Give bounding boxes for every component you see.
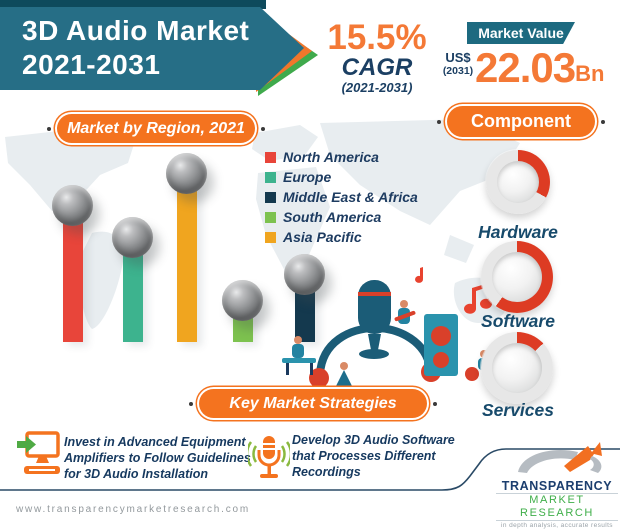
logo-tagline: in depth analysis, accurate results	[501, 522, 613, 529]
music-illustration	[282, 267, 496, 388]
sphere-pin	[52, 185, 93, 226]
market-value-currency: US$	[445, 50, 471, 65]
legend-label: Europe	[283, 169, 332, 185]
strategy-item-2	[245, 434, 293, 489]
legend-item: Europe	[265, 167, 418, 187]
microphone-neck	[368, 334, 381, 350]
legend-label: South America	[283, 209, 382, 225]
banner-dark-edge	[0, 0, 266, 9]
legend-label: North America	[283, 149, 379, 165]
market-value-tab: Market Value	[467, 22, 575, 44]
speaker-cone-top	[431, 326, 451, 346]
donut-hardware	[486, 150, 550, 214]
tmr-logo-mark-top	[518, 442, 602, 473]
logo-line-2: MARKET RESEARCH	[496, 493, 618, 521]
microphone-base	[359, 349, 389, 359]
legend-item: South America	[265, 207, 418, 227]
donut-software	[481, 241, 553, 313]
legend-swatch-south-america	[265, 211, 276, 223]
legend-swatch-middle-east-africa	[265, 191, 276, 203]
component-label-services: Services	[481, 400, 554, 420]
market-value-block: Market Value US$ (2031) 22.03 Bn	[441, 22, 613, 89]
musician-singer	[336, 362, 352, 386]
microphone-icon	[358, 280, 391, 334]
musician-keyboardist	[282, 336, 316, 375]
title-line-1: 3D Audio Market	[22, 15, 250, 46]
component-label-hardware: Hardware	[478, 222, 558, 242]
strategies-pill: Key Market Strategies	[189, 389, 437, 418]
legend-item: Asia Pacific	[265, 227, 418, 247]
bar-europe	[112, 217, 153, 342]
market-value-row: US$ (2031) 22.03 Bn	[441, 47, 613, 89]
cagr-block: 15.5% CAGR (2021-2031)	[318, 18, 436, 96]
cagr-period: (2021-2031)	[341, 80, 413, 95]
microphone-band	[358, 292, 391, 296]
market-value-unit: Bn	[575, 61, 605, 86]
strategy-text-1: Invest in Advanced Equipment Amplifiers …	[64, 435, 251, 481]
cagr-label: CAGR	[341, 54, 413, 81]
strategy-item-1	[14, 430, 60, 485]
legend-swatch-europe	[265, 171, 276, 183]
bar-asia-pacific	[166, 153, 207, 342]
sphere-pin	[112, 217, 153, 258]
title-line-2: 2021-2031	[22, 49, 161, 80]
bar-middle-east-africa	[284, 254, 325, 342]
component-pill: Component	[437, 106, 605, 137]
region-legend: North America Europe Middle East & Afric…	[265, 147, 418, 247]
page-title: 3D Audio Market 2021-2031	[22, 14, 249, 82]
component-label-software: Software	[481, 311, 555, 331]
sphere-pin	[222, 280, 263, 321]
speaker-cone-bottom	[433, 352, 449, 368]
logo-line-1: TRANSPARENCY	[501, 479, 613, 493]
bar-south-america	[222, 280, 263, 342]
sphere-pin	[284, 254, 325, 295]
legend-item: Middle East & Africa	[265, 187, 418, 207]
microphone-waves-icon	[245, 436, 293, 478]
legend-label: Middle East & Africa	[283, 189, 418, 205]
map-south-america	[79, 231, 124, 329]
header-banner	[0, 0, 318, 96]
legend-label: Asia Pacific	[283, 229, 362, 245]
website-url: www.transparencymarketresearch.com	[16, 504, 251, 515]
market-value-currency-block: US$ (2031)	[441, 50, 475, 78]
legend-item: North America	[265, 147, 418, 167]
musician-guitarist	[394, 300, 416, 324]
legend-swatch-asia-pacific	[265, 231, 276, 243]
headphone-cup-left	[309, 368, 329, 388]
donut-services	[481, 332, 553, 404]
tmr-logo: TRANSPARENCY MARKET RESEARCH in depth an…	[496, 440, 618, 530]
music-note-icon	[464, 282, 492, 314]
bar-north-america	[52, 185, 93, 342]
map-north-america	[5, 127, 135, 211]
banner-teal-body	[0, 7, 304, 90]
sphere-pin	[166, 153, 207, 194]
footer-divider	[0, 448, 620, 491]
legend-swatch-north-america	[265, 151, 276, 163]
region-pill: Market by Region, 2021	[47, 114, 265, 143]
strategy-text-2: Develop 3D Audio Software that Processes…	[292, 433, 455, 479]
market-value-year: (2031)	[442, 65, 474, 77]
monitor-arrow-icon	[17, 431, 60, 474]
map-asia	[320, 119, 520, 225]
cagr-value: 15.5%	[327, 18, 427, 57]
music-note-small-icon	[415, 267, 424, 283]
market-value-amount: 22.03	[475, 44, 576, 91]
map-southeast-asia	[444, 235, 474, 263]
